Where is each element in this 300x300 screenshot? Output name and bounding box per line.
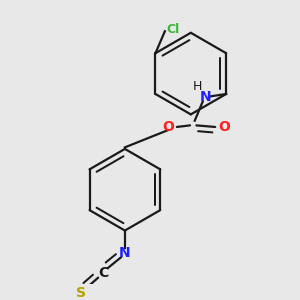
Text: C: C — [98, 266, 108, 280]
Text: N: N — [119, 245, 131, 260]
Text: O: O — [162, 120, 174, 134]
Text: S: S — [76, 286, 86, 300]
Text: O: O — [219, 120, 230, 134]
Text: Cl: Cl — [166, 23, 179, 36]
Text: H: H — [193, 80, 203, 93]
Text: N: N — [200, 90, 212, 104]
